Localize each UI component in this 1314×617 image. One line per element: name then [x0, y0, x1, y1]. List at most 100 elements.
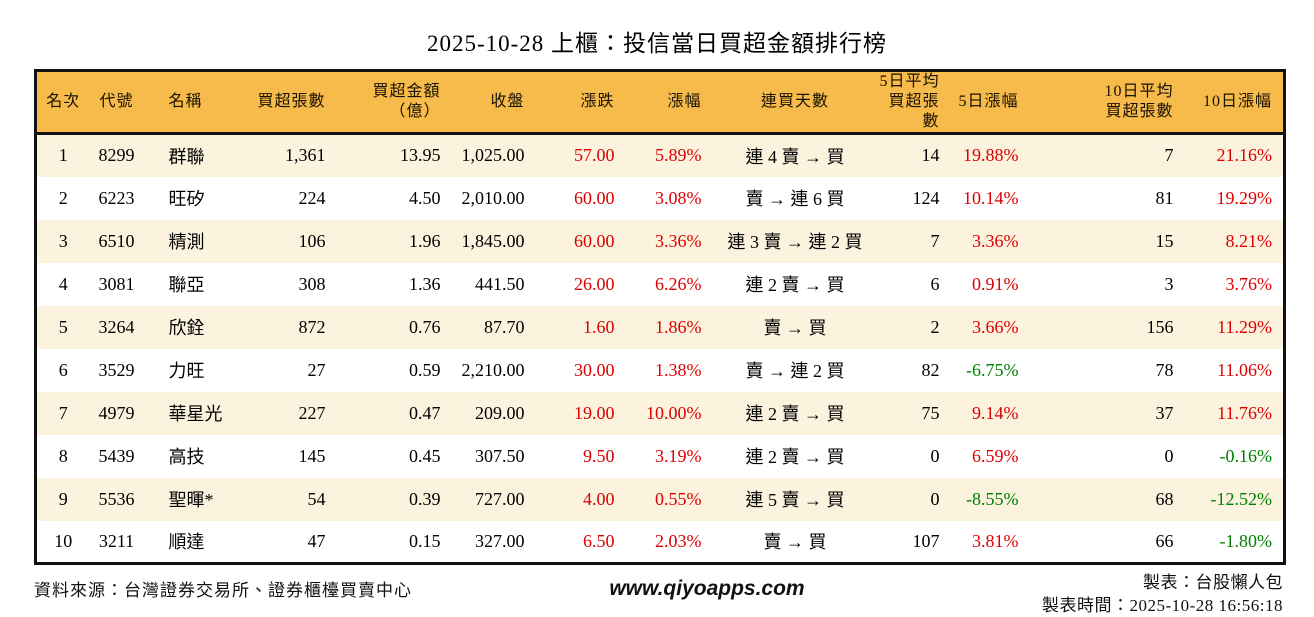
cell-close: 87.70	[484, 316, 525, 337]
cell-shares: 1,361	[285, 145, 326, 166]
cell-rank: 7	[58, 402, 68, 423]
cell-pct10: 11.76%	[1217, 402, 1272, 423]
cell-avg5: 0	[930, 488, 940, 509]
cell-code: 6223	[98, 187, 135, 208]
cell-rank: 6	[58, 359, 68, 380]
cell-avg10: 68	[1155, 488, 1174, 509]
cell-avg5: 14	[921, 145, 940, 166]
cell-change_pct: 2.03%	[655, 530, 702, 551]
cell-avg10: 156	[1146, 316, 1174, 337]
cell-shares: 106	[298, 230, 326, 251]
cell-shares: 227	[298, 402, 326, 423]
cell-change_pct: 3.36%	[655, 230, 702, 251]
table-body: 1 8299 群聯 1,361 13.95 1,025.00 57.00 5.89% 連 4 賣…	[35, 133, 1285, 564]
cell-streak: 連 4 賣 → 買	[745, 146, 845, 167]
cell-streak: 賣 → 買	[763, 532, 827, 553]
cell-avg10: 81	[1155, 187, 1174, 208]
cell-name: 高技	[168, 447, 205, 467]
cell-close: 727.00	[475, 488, 525, 509]
cell-rank: 9	[58, 488, 68, 509]
cell-pct10: 11.29%	[1217, 316, 1272, 337]
maker-block: 製表：台股懶人包 製表時間：2025-10-28 16:56:18	[1042, 571, 1283, 617]
cell-code: 5439	[98, 445, 135, 466]
cell-name: 精測	[168, 232, 205, 252]
cell-change: 57.00	[574, 145, 615, 166]
table-row: 3 6510 精測 106 1.96 1,845.00 60.00 3.36% 連 3 賣 → …	[35, 219, 1285, 263]
cell-change_pct: 3.08%	[655, 187, 702, 208]
cell-code: 6510	[98, 230, 135, 251]
cell-close: 327.00	[475, 530, 525, 551]
cell-pct5: -8.55%	[966, 488, 1019, 509]
cell-rank: 1	[58, 145, 68, 166]
cell-amount: 0.45	[409, 445, 441, 466]
cell-change: 30.00	[574, 359, 615, 380]
cell-rank: 8	[58, 445, 68, 466]
cell-close: 1,025.00	[461, 145, 525, 166]
cell-code: 3529	[98, 359, 135, 380]
maker-label: 製表：台股懶人包	[1142, 573, 1283, 592]
cell-avg5: 124	[912, 187, 940, 208]
header-cell-code: 代號	[99, 93, 134, 110]
cell-change_pct: 1.86%	[655, 316, 702, 337]
header-cell-change_pct: 漲幅	[667, 93, 702, 110]
cell-amount: 4.50	[409, 187, 441, 208]
cell-rank: 4	[58, 273, 68, 294]
header-cell-shares: 買超張數	[257, 93, 326, 110]
cell-code: 3211	[98, 530, 135, 551]
cell-amount: 1.96	[409, 230, 441, 251]
table-row: 8 5439 高技 145 0.45 307.50 9.50 3.19% 連 2 賣 → 買 0 6…	[35, 434, 1285, 478]
cell-avg10: 0	[1164, 445, 1174, 466]
cell-code: 8299	[98, 145, 135, 166]
cell-code: 5536	[98, 488, 135, 509]
ranking-table: 名次 代號 名稱 買超張數 買超金額 （億） 收盤 漲跌 漲幅 連買天數 5日平均 買超張數 5日漲…	[34, 69, 1286, 565]
cell-change_pct: 1.38%	[655, 359, 702, 380]
cell-avg10: 7	[1164, 145, 1174, 166]
cell-avg10: 78	[1155, 359, 1174, 380]
table-row: 4 3081 聯亞 308 1.36 441.50 26.00 6.26% 連 2 賣 → 買 6…	[35, 262, 1285, 306]
cell-code: 4979	[98, 402, 135, 423]
cell-shares: 54	[307, 488, 326, 509]
cell-avg10: 15	[1155, 230, 1174, 251]
cell-name: 群聯	[168, 146, 205, 167]
cell-streak: 賣 → 買	[763, 318, 827, 338]
cell-amount: 0.15	[409, 530, 441, 551]
table-header: 名次 代號 名稱 買超張數 買超金額 （億） 收盤 漲跌 漲幅 連買天數 5日平均 買超張數 5日漲…	[35, 70, 1285, 134]
cell-avg5: 75	[921, 402, 940, 423]
table-row: 1 8299 群聯 1,361 13.95 1,025.00 57.00 5.89% 連 4 賣…	[35, 133, 1285, 177]
cell-name: 聯亞	[168, 275, 205, 295]
cell-rank: 2	[58, 187, 68, 208]
cell-pct10: -0.16%	[1219, 445, 1273, 466]
cell-avg10: 3	[1164, 273, 1174, 294]
cell-amount: 0.76	[409, 316, 441, 337]
cell-change: 60.00	[574, 230, 615, 251]
cell-avg5: 82	[921, 359, 940, 380]
cell-close: 441.50	[475, 273, 525, 294]
cell-rank: 3	[58, 230, 68, 251]
header-row: 名次 代號 名稱 買超張數 買超金額 （億） 收盤 漲跌 漲幅 連買天數 5日平均 買超張數 5日漲…	[35, 70, 1285, 134]
table-row: 7 4979 華星光 227 0.47 209.00 19.00 10.00% 連 2 賣 → …	[35, 391, 1285, 435]
header-cell-amount: 買超金額 （億）	[372, 83, 441, 120]
cell-name: 欣銓	[168, 318, 205, 338]
cell-code: 3081	[98, 273, 135, 294]
cell-avg10: 66	[1155, 530, 1174, 551]
cell-pct5: 19.88%	[963, 145, 1019, 166]
cell-pct5: 3.66%	[972, 316, 1019, 337]
cell-avg5: 107	[912, 530, 940, 551]
cell-close: 307.50	[475, 445, 525, 466]
header-cell-name: 名稱	[168, 93, 203, 110]
cell-pct5: 9.14%	[972, 402, 1019, 423]
header-cell-change: 漲跌	[580, 93, 615, 110]
cell-pct5: 10.14%	[963, 187, 1019, 208]
table-row: 9 5536 聖暉* 54 0.39 727.00 4.00 0.55% 連 5 賣 → 買 0 -…	[35, 477, 1285, 521]
cell-rank: 5	[58, 316, 68, 337]
cell-change: 1.60	[583, 316, 615, 337]
cell-amount: 0.39	[409, 488, 441, 509]
data-source: 資料來源：台灣證券交易所、證券櫃檯買賣中心	[34, 581, 412, 600]
cell-change: 60.00	[574, 187, 615, 208]
cell-change: 19.00	[574, 402, 615, 423]
cell-avg5: 2	[930, 316, 940, 337]
header-cell-avg5: 5日平均 買超張數	[879, 73, 940, 130]
header-cell-streak: 連買天數	[760, 93, 829, 110]
cell-change: 26.00	[574, 273, 615, 294]
header-cell-pct5: 5日漲幅	[958, 93, 1019, 110]
